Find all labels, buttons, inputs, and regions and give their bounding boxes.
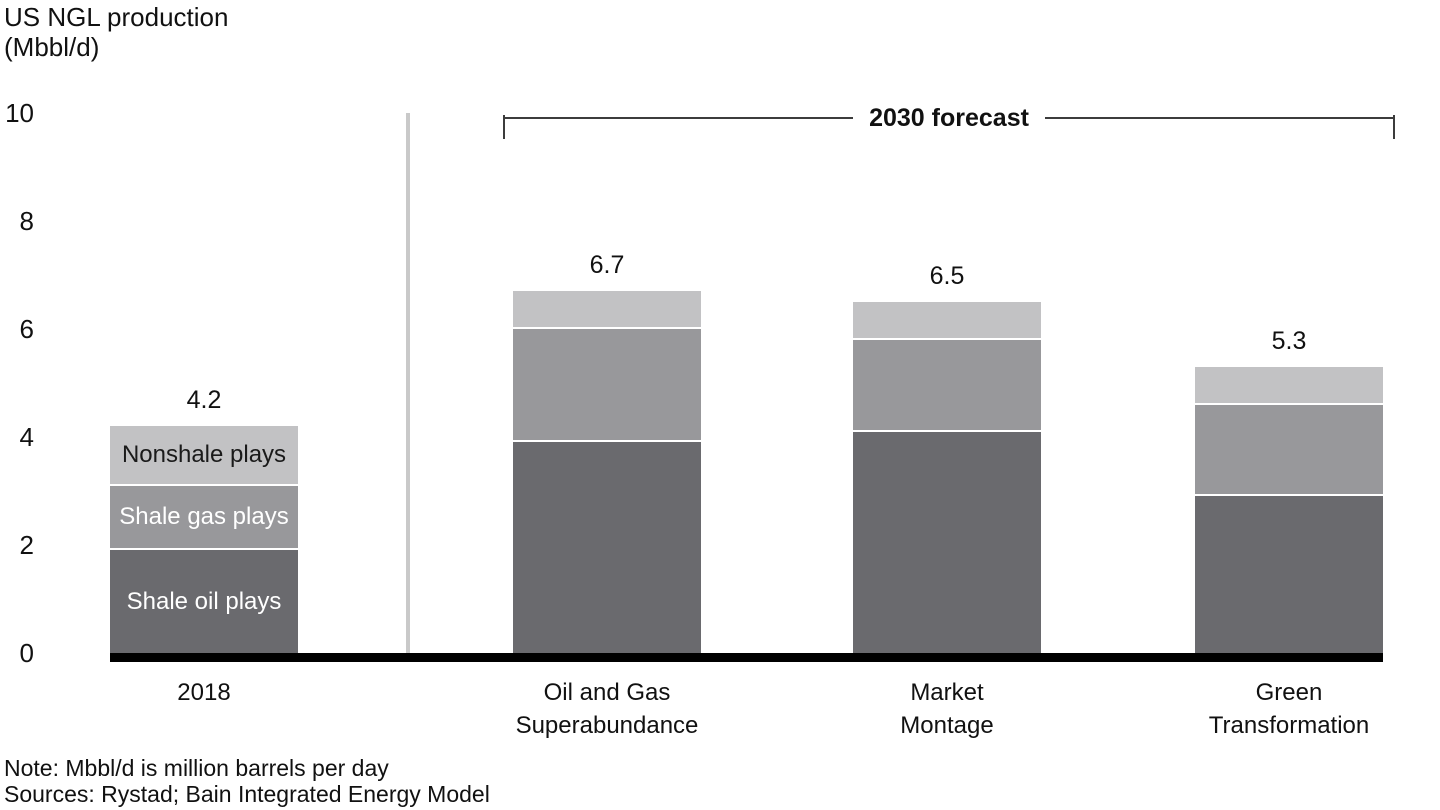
- total-label-market-montage: 6.5: [929, 262, 965, 290]
- segment-label-shale_oil: Shale oil plays: [126, 587, 282, 615]
- category-label-market-montage: Market Montage: [797, 676, 1097, 742]
- chart-title: US NGL production (Mbbl/d): [4, 2, 228, 62]
- y-tick-label-10: 10: [5, 98, 34, 128]
- category-label-line: Montage: [900, 712, 994, 739]
- segment-nonshale-2018: Nonshale plays: [110, 426, 298, 486]
- y-tick-label-6: 6: [19, 314, 34, 344]
- chart-title-line1: US NGL production: [4, 2, 229, 32]
- segment-shale_oil-market-montage: [853, 431, 1041, 653]
- note-line: Note: Mbbl/d is million barrels per day: [4, 755, 389, 781]
- bracket-left-line: [503, 117, 854, 119]
- category-label-line: Oil and Gas: [543, 679, 671, 706]
- category-label-line: Green: [1255, 679, 1323, 706]
- segment-shale_oil-oil-and-gas-superabundance: [513, 442, 701, 653]
- bracket-left-tick: [503, 115, 505, 139]
- actual-forecast-divider: [406, 113, 410, 653]
- segment-shale_gas-market-montage: [853, 339, 1041, 432]
- total-label-green-transformation: 5.3: [1271, 326, 1307, 355]
- category-label-2018: 2018: [54, 676, 354, 709]
- y-tick-label-4: 4: [19, 422, 34, 452]
- segment-label-nonshale: Nonshale plays: [121, 440, 287, 468]
- segment-shale_gas-green-transformation: [1195, 404, 1383, 497]
- category-label-line: Transformation: [1208, 712, 1370, 739]
- y-tick-label-8: 8: [19, 206, 34, 236]
- y-tick-label-0: 0: [19, 638, 34, 668]
- segment-label-shale_gas: Shale gas plays: [119, 502, 289, 530]
- y-tick-label-2: 2: [19, 530, 34, 560]
- category-label-line: 2018: [177, 679, 231, 706]
- chart-title-line2: (Mbbl/d): [4, 32, 100, 62]
- segment-shale_oil-green-transformation: [1195, 496, 1383, 653]
- segment-shale_gas-oil-and-gas-superabundance: [513, 328, 701, 443]
- segment-shale_oil-2018: Shale oil plays: [110, 550, 298, 653]
- segment-shale_gas-2018: Shale gas plays: [110, 485, 298, 551]
- bracket-right-tick: [1393, 115, 1395, 139]
- footer-notes: Note: Mbbl/d is million barrels per day …: [4, 755, 490, 807]
- bar-2018: Nonshale plays Shale gas plays Shale oil p…: [110, 426, 298, 653]
- category-label-oil-and-gas-superabundance: Oil and Gas Superabundance: [457, 676, 757, 742]
- segment-nonshale-green-transformation: [1195, 366, 1383, 405]
- forecast-bracket: 2030 forecast: [503, 104, 1396, 140]
- forecast-bracket-label: 2030 forecast: [869, 104, 1029, 132]
- segment-nonshale-market-montage: [853, 302, 1041, 340]
- sources-line: Sources: Rystad; Bain Integrated Energy …: [4, 781, 490, 807]
- bracket-right-line: [1044, 117, 1396, 119]
- category-label-line: Market: [910, 679, 984, 706]
- total-label-2018: 4.2: [186, 386, 222, 415]
- bar-market-montage: [853, 302, 1041, 653]
- segment-nonshale-oil-and-gas-superabundance: [513, 291, 701, 329]
- bar-oil-and-gas-superabundance: [513, 291, 701, 653]
- bar-green-transformation: [1195, 366, 1383, 653]
- category-label-green-transformation: Green Transformation: [1139, 676, 1439, 742]
- category-label-line: Superabundance: [515, 712, 699, 739]
- total-label-oil-and-gas-superabundance: 6.7: [589, 251, 625, 280]
- x-axis-baseline: [110, 653, 1383, 662]
